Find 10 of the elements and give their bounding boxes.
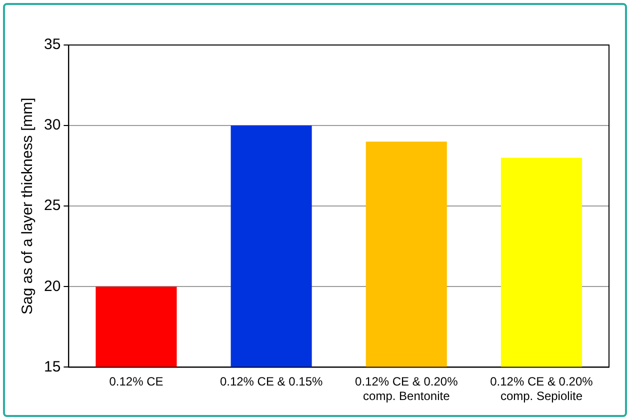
- y-tick-label: 35: [44, 36, 61, 54]
- y-tick-label: 25: [44, 197, 61, 214]
- y-tick-label: 15: [44, 358, 61, 376]
- y-tick-label: 20: [44, 278, 61, 295]
- x-tick-label: 0.12% CE & 0.20% comp. Bentonite: [355, 374, 458, 404]
- x-tick-label: 0.12% CE & 0.20% comp. Sepiolite: [490, 374, 594, 404]
- y-axis-title: Sag as of a layer thickness [mm]: [19, 98, 36, 314]
- x-tick-label: 0.12% CE & 0.15%: [220, 374, 323, 389]
- x-tick-label: 0.12% CE: [109, 374, 164, 389]
- y-tick-label: 30: [44, 116, 61, 134]
